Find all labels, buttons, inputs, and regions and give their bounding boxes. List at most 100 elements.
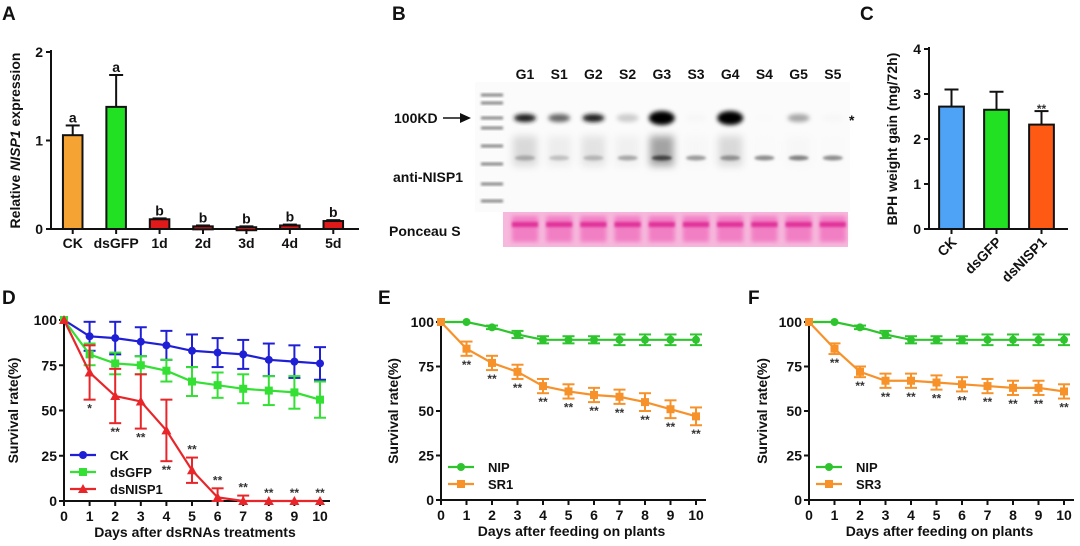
x-tick-label: 0 [805,507,813,523]
data-point-square [641,398,649,407]
data-point-square [162,366,171,375]
band-100kd [616,114,639,122]
data-point-square [488,358,496,367]
band-100kd [582,114,605,122]
data-point-circle [290,357,299,366]
ponceau-lane [785,216,812,242]
chart-f-survival-sr3: 0 25 50 75 100 0 1 2 3 4 5 6 7 8 9 10 Days after feeding… [754,314,1074,539]
x-tick-label: dsNISP1 [998,234,1050,286]
x-tick-label: 9 [1035,507,1043,523]
x-tick-label: 3 [882,507,890,523]
y-tick-label: 100 [779,314,803,330]
protein-smear [513,136,537,166]
y-tick-label: 75 [41,357,57,373]
marker-label-100kd: 100KD [394,110,438,126]
ponceau-lane [648,216,675,242]
western-blot: G1 S1 G2 S2 G3 S3 G4 S4 G5 S5 100KD anti-NISP1 Po… [389,66,855,247]
x-tick-label: 4 [907,507,915,523]
bar [322,220,345,231]
data-point-square [825,480,833,488]
significance-letter: a [69,109,77,125]
ladder-band [481,93,503,97]
data-point-square [692,412,700,421]
legend-label: NIP [856,460,878,475]
data-point-circle [539,335,547,344]
significance-mark: ** [162,463,172,477]
ponceau-lane [683,216,709,242]
lane-label: S1 [551,66,568,82]
data-point-circle [983,335,992,344]
x-tick-label: 7 [616,507,624,523]
legend-label: SR1 [488,477,513,492]
data-point-square [513,367,522,376]
data-point-circle [1060,335,1068,344]
chart-a-nisp1-expression: 0 1 2 CK a dsGFP a 1d b 2d b 3d b 4d b 5d b Relative NISP… [7,44,359,251]
x-tick-label: 4 [163,508,171,524]
data-point-circle [488,323,496,332]
x-tick-label: CK [934,234,960,260]
data-point-square [881,376,890,385]
significance-mark: ** [1037,102,1047,116]
x-tick-label: 0 [437,507,445,523]
y-tick-label: 1 [913,176,921,192]
protein-smear [786,136,811,166]
legend-label: dsNISP1 [110,482,163,497]
significance-mark: ** [932,392,942,406]
lane-label: G4 [721,66,740,82]
x-tick-label: 1 [831,507,839,523]
data-point-square [856,367,864,376]
band-lower [617,155,638,161]
significance-mark: ** [589,404,599,418]
data-point-triangle [84,367,95,377]
data-point-square [111,359,120,368]
x-tick-label: 8 [265,508,273,524]
x-tick-label: 5d [325,235,341,251]
x-tick-label: 10 [688,507,704,523]
data-point-circle [958,335,966,344]
x-tick-label: 5 [565,507,573,523]
significance-mark: ** [615,406,625,420]
ladder-band [481,182,503,186]
x-axis-title: Days after feeding on plants [478,523,666,539]
protein-smear [615,136,640,166]
data-point-triangle [110,391,121,401]
data-point-circle [881,330,890,339]
significance-letter: b [286,209,295,225]
band-lower [651,155,672,161]
significance-letter: b [329,204,338,220]
data-point-square [462,344,471,353]
bar [983,108,1010,230]
x-tick-label: 6 [958,507,966,523]
series-sr1 [437,318,702,427]
y-tick-label: 25 [418,448,434,464]
data-point-triangle [263,496,274,505]
x-tick-label: 2 [111,508,119,524]
bar [148,218,171,230]
x-tick-label: 7 [239,508,247,524]
x-tick-label: 2d [195,235,211,251]
band-100kd [648,111,675,125]
data-point-square [1060,387,1068,396]
significance-letter: b [155,202,164,218]
band-100kd [753,114,776,122]
series-dsnisp1 [59,315,325,505]
nonspecific-asterisk: * [849,112,855,128]
y-axis-title-gene: NISP1 [7,130,23,171]
lane-label: S5 [824,66,841,82]
data-point-square [316,395,324,404]
data-point-square [932,378,941,387]
series-sr3 [805,318,1070,400]
x-tick-label: 1d [151,235,167,251]
x-tick-label: 3 [137,508,145,524]
data-point-square [615,392,624,401]
x-tick-label: dsGFP [961,234,1004,277]
y-tick-label: 50 [418,403,434,419]
x-tick-label: 4d [282,235,298,251]
data-point-circle [239,350,248,359]
protein-ladder [481,93,503,203]
y-tick-label: 0 [35,221,43,237]
data-point-circle [666,335,675,344]
y-tick-label: 0 [49,493,57,509]
y-tick-label: 100 [34,312,58,328]
series-nip [805,318,1070,347]
